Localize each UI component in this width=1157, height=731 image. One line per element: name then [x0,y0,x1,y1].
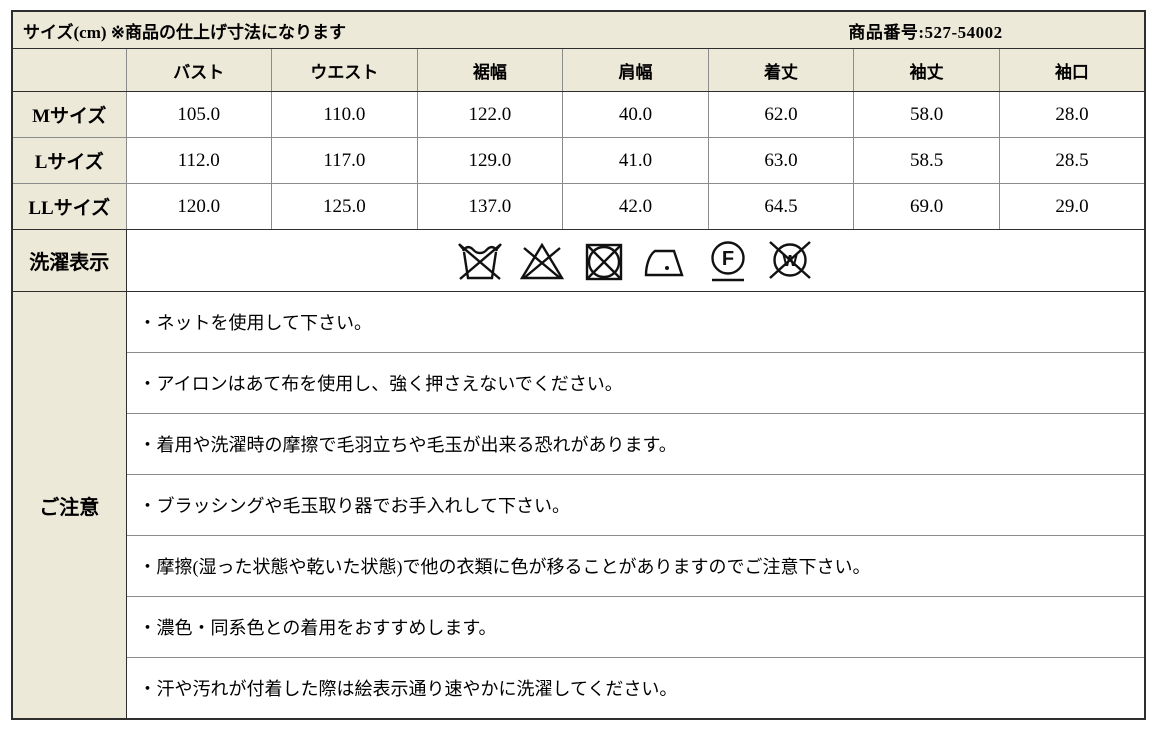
measurement-cell: 105.0 [125,91,273,138]
title-row: サイズ(cm) ※商品の仕上げ寸法になります 商品番号:527-54002 [11,10,1146,49]
note-item: ・アイロンはあて布を使用し、強く押さえないでください。 [125,352,1146,414]
note-row: ・ブラッシングや毛玉取り器でお手入れして下さい。 [12,474,1146,536]
measurement-cell: 28.5 [998,137,1146,184]
measurement-cell: 29.0 [998,183,1146,230]
measurement-cell: 125.0 [271,183,418,230]
measurement-cell: 40.0 [562,91,709,138]
measurement-cell: 63.0 [707,137,855,184]
note-item: ・汗や汚れが付着した際は絵表示通り速やかに洗濯してください。 [125,657,1146,720]
column-header: 肩幅 [562,48,709,92]
measurement-cell: 137.0 [416,183,564,230]
corner-cell [11,48,127,92]
svg-text:F: F [722,248,734,270]
notes-section-label: ご注意 [11,291,127,720]
do-not-tumble-dry-icon [586,243,623,280]
measurement-cell: 122.0 [416,91,564,138]
column-header: 袖口 [998,48,1146,92]
measurement-cell: 58.0 [853,91,1000,138]
column-header: バスト [125,48,273,92]
iron-low-heat-icon [645,249,684,276]
measurement-cell: 69.0 [853,183,1000,230]
row-label: LLサイズ [11,183,127,230]
care-symbols-row: 洗濯表示 [11,229,1146,292]
measurement-cell: 41.0 [562,137,709,184]
note-item: ・着用や洗濯時の摩擦で毛羽立ちや毛玉が出来る恐れがあります。 [125,413,1146,475]
product-number: 商品番号:527-54002 [848,22,1003,42]
measurement-cell: 62.0 [707,91,855,138]
table-row-size-ll: LLサイズ 120.0 125.0 137.0 42.0 64.5 69.0 2… [11,183,1146,230]
care-row-label: 洗濯表示 [11,229,127,292]
measurement-cell: 28.0 [998,91,1146,138]
note-row: ・アイロンはあて布を使用し、強く押さえないでください。 [12,352,1146,414]
measurement-cell: 112.0 [125,137,273,184]
table-row-size-l: Lサイズ 112.0 117.0 129.0 41.0 63.0 58.5 28… [11,137,1146,184]
note-row: ・着用や洗濯時の摩擦で毛羽立ちや毛玉が出来る恐れがあります。 [12,413,1146,475]
measurement-cell: 110.0 [271,91,418,138]
do-not-bleach-icon [520,242,565,279]
do-not-wet-clean-icon: W [769,240,812,279]
size-spec-table: サイズ(cm) ※商品の仕上げ寸法になります 商品番号:527-54002 バス… [11,10,1146,720]
note-item: ・ネットを使用して下さい。 [125,291,1146,353]
column-header: ウエスト [271,48,418,92]
care-symbols-cell: F W [125,229,1146,292]
note-row: ・汗や汚れが付着した際は絵表示通り速やかに洗濯してください。 [12,657,1146,720]
dry-clean-petroleum-F-icon: F [711,240,745,281]
do-not-wash-icon [458,242,503,280]
column-header: 袖丈 [853,48,1000,92]
sheet-title: サイズ(cm) ※商品の仕上げ寸法になります [23,22,347,42]
note-row: ・摩擦(湿った状態や乾いた状態)で他の衣類に色が移ることがありますのでご注意下さ… [12,535,1146,597]
measurement-cell: 42.0 [562,183,709,230]
column-header-row: バスト ウエスト 裾幅 肩幅 着丈 袖丈 袖口 [11,48,1146,92]
column-header: 裾幅 [416,48,564,92]
note-item: ・摩擦(湿った状態や乾いた状態)で他の衣類に色が移ることがありますのでご注意下さ… [125,535,1146,597]
measurement-cell: 120.0 [125,183,273,230]
note-item: ・濃色・同系色との着用をおすすめします。 [125,596,1146,658]
column-header: 着丈 [707,48,855,92]
measurement-cell: 117.0 [271,137,418,184]
table-row-size-m: Mサイズ 105.0 110.0 122.0 40.0 62.0 58.0 28… [11,91,1146,138]
measurement-cell: 64.5 [707,183,855,230]
note-row: ご注意 ・ネットを使用して下さい。 [11,291,1146,720]
measurement-cell: 58.5 [853,137,1000,184]
note-row: ・濃色・同系色との着用をおすすめします。 [12,596,1146,658]
row-label: Lサイズ [11,137,127,184]
row-label: Mサイズ [11,91,127,138]
note-item: ・ブラッシングや毛玉取り器でお手入れして下さい。 [125,474,1146,536]
measurement-cell: 129.0 [416,137,564,184]
